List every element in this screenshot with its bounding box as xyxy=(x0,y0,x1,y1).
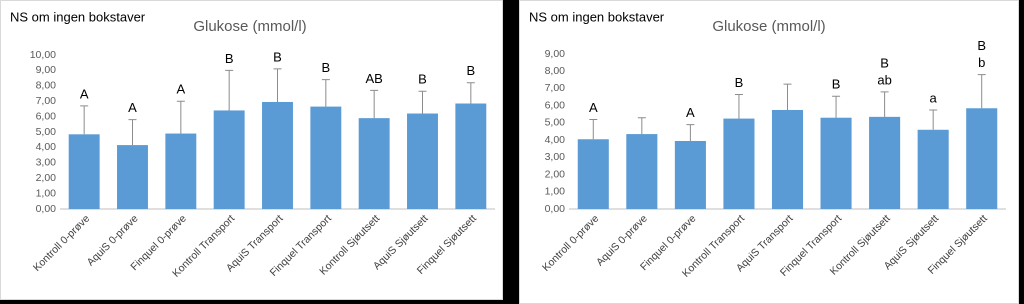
significance-letter: b xyxy=(978,55,985,70)
significance-letter: B xyxy=(273,49,282,64)
y-tick-label: 2,00 xyxy=(36,172,57,184)
bar xyxy=(820,117,852,209)
significance-letter: AB xyxy=(365,71,382,86)
bar xyxy=(407,113,438,209)
significance-letter: A xyxy=(80,86,89,101)
y-tick-label: 8,00 xyxy=(545,65,566,77)
bar xyxy=(723,118,755,209)
significance-letter: a xyxy=(930,90,938,105)
significance-letter: B xyxy=(977,38,986,53)
y-tick-label: 4,00 xyxy=(36,141,57,153)
error-bar xyxy=(321,79,330,107)
bar xyxy=(165,133,197,209)
error-bar xyxy=(783,83,792,110)
chart-title: Glukose (mmol/l) xyxy=(193,18,306,35)
error-bar xyxy=(832,95,841,118)
y-tick-label: 3,00 xyxy=(36,157,57,169)
bar xyxy=(626,134,658,209)
bar xyxy=(358,118,390,209)
chart: NS om ingen bokstaver Glukose (mmol/l) 0,0… xyxy=(519,0,1019,304)
error-bar xyxy=(273,68,282,102)
y-tick-label: 5,00 xyxy=(545,117,566,129)
error-bar xyxy=(80,105,89,135)
y-tick-label: 2,00 xyxy=(545,168,566,180)
chart-subtitle: NS om ingen bokstaver xyxy=(529,9,665,24)
error-bar xyxy=(589,118,598,140)
x-tick-label: Kontroll 0-prøve xyxy=(540,212,601,273)
significance-letter: B xyxy=(225,51,234,66)
significance-letter: A xyxy=(176,82,185,97)
y-tick-label: 8,00 xyxy=(36,80,57,92)
bar xyxy=(771,109,804,209)
significance-letter: ab xyxy=(877,72,891,87)
error-bar xyxy=(734,93,743,119)
y-tick-label: 4,00 xyxy=(545,134,566,146)
bar xyxy=(310,106,342,209)
chart-border xyxy=(0,0,503,300)
y-tick-label: 6,00 xyxy=(545,99,566,111)
significance-letter: B xyxy=(880,55,889,70)
y-tick-label: 10,00 xyxy=(30,49,56,61)
y-tick-label: 9,00 xyxy=(545,48,566,60)
chart-subtitle: NS om ingen bokstaver xyxy=(10,9,146,24)
error-bar xyxy=(466,82,475,104)
bar xyxy=(869,116,901,209)
significance-letter: A xyxy=(589,100,598,115)
bar xyxy=(917,129,949,209)
x-tick-label: Kontroll 0-prøve xyxy=(31,212,92,273)
error-bar xyxy=(637,117,646,135)
bar xyxy=(577,139,609,209)
y-tick-label: 7,00 xyxy=(36,95,57,107)
y-tick-label: 1,00 xyxy=(545,186,566,198)
bar xyxy=(966,108,998,209)
bar xyxy=(674,140,706,209)
bar xyxy=(117,145,148,209)
significance-letter: B xyxy=(735,75,744,90)
y-tick-label: 0,00 xyxy=(545,203,566,215)
significance-letter: B xyxy=(418,72,427,87)
error-bar xyxy=(880,91,889,117)
y-tick-label: 3,00 xyxy=(545,151,566,163)
y-tick-label: 5,00 xyxy=(36,126,57,138)
significance-letter: A xyxy=(686,105,695,120)
significance-letter: A xyxy=(128,100,137,115)
error-bar xyxy=(929,109,938,130)
y-tick-label: 6,00 xyxy=(36,110,57,122)
bar xyxy=(455,103,487,209)
bar xyxy=(213,110,245,209)
error-bar xyxy=(128,119,137,146)
significance-letter: B xyxy=(466,63,475,78)
error-bar xyxy=(977,74,986,109)
bar xyxy=(262,101,293,209)
chart-title: Glukose (mmol/l) xyxy=(712,18,825,35)
error-bar xyxy=(176,100,185,134)
error-bar xyxy=(370,89,379,119)
y-tick-label: 1,00 xyxy=(36,187,57,199)
error-bar xyxy=(418,90,427,114)
error-bar xyxy=(686,124,695,141)
error-bar xyxy=(225,69,234,111)
significance-letter: B xyxy=(321,60,330,75)
chart: NS om ingen bokstaver Glukose (mmol/l) 0,0… xyxy=(0,0,503,300)
y-tick-label: 0,00 xyxy=(36,203,57,215)
y-tick-label: 7,00 xyxy=(545,82,566,94)
y-tick-label: 9,00 xyxy=(36,64,57,76)
significance-letter: B xyxy=(832,77,841,92)
bar xyxy=(68,134,100,209)
